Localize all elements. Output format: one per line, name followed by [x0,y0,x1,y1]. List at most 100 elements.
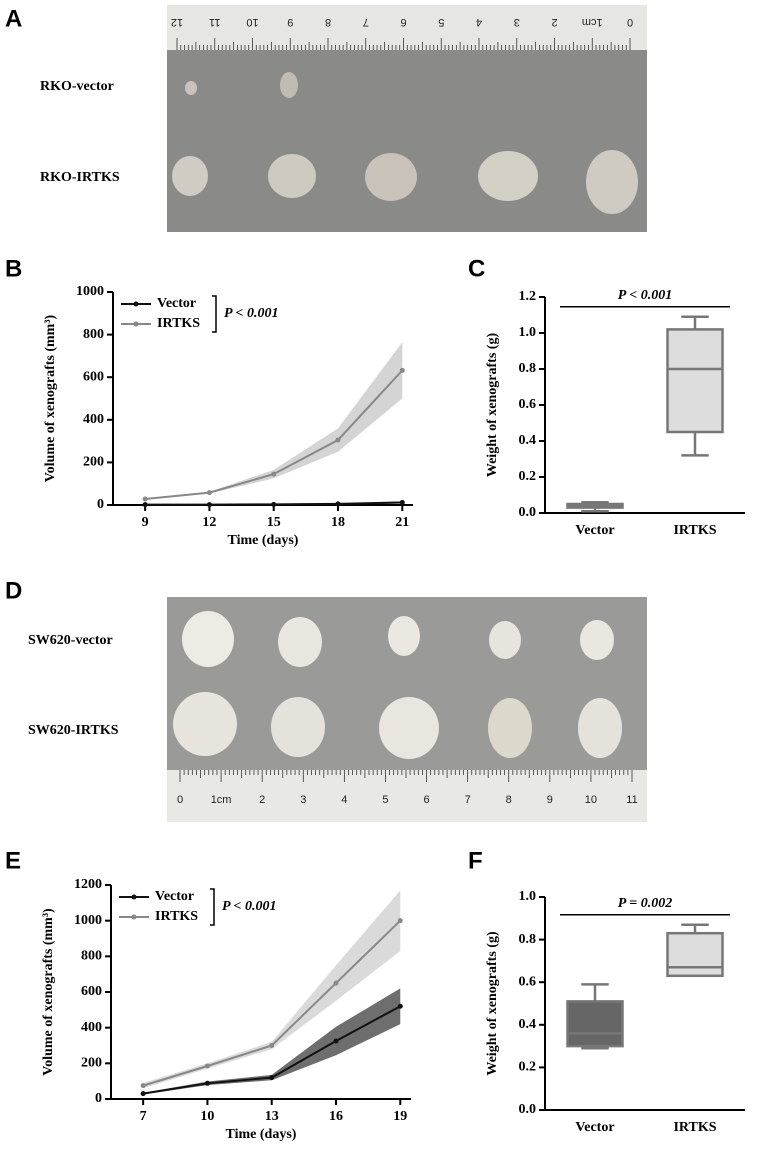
y-tick-label: 0 [97,497,104,512]
x-tick-label: Vector [575,523,614,538]
y-axis-label: Volume of xenografts (mm³) [41,908,56,1076]
ruler-label: 6 [400,16,406,28]
photo-d [167,597,647,822]
panel-label: E [5,847,21,874]
legend-label: Vector [155,889,194,904]
y-tick-label: 0.0 [519,1102,537,1117]
point [140,1091,146,1097]
y-tick-label: 0.8 [519,361,537,376]
ruler-label: 5 [438,16,444,28]
y-tick-label: 0.4 [519,433,537,448]
ruler-label: 4 [476,16,482,28]
ruler-label: 1cm [211,794,232,806]
tumor [365,153,417,201]
y-tick-label: 0.8 [519,932,537,947]
tumor [172,156,208,196]
bracket [210,888,215,926]
point [335,501,341,507]
tumor [488,698,532,758]
panel-label: D [5,577,22,604]
p-value: P = 0.002 [618,896,673,911]
point [397,1003,403,1009]
ruler-label: 4 [341,794,347,806]
p-value: P < 0.001 [224,306,279,321]
x-tick-label: 7 [140,1109,147,1124]
tumor [278,617,322,667]
y-tick-label: 0.2 [519,1060,537,1075]
ruler-label: 2 [259,794,265,806]
series-line [145,369,404,501]
point [399,367,405,373]
panel-label: F [468,847,483,874]
tumor [379,697,439,759]
y-tick-label: 1.2 [519,289,537,304]
y-tick-label: 0.4 [519,1017,537,1032]
ruler-label: 12 [171,16,183,28]
point [271,471,277,477]
ruler-label: 0 [177,794,183,806]
sample-label: RKO-IRTKS [40,170,120,185]
tumor [280,72,298,98]
y-tick-label: 1.0 [519,325,537,340]
y-tick-label: 800 [83,327,104,342]
error-band [145,342,403,500]
legend-point [131,914,137,920]
x-tick-label: Vector [575,1120,614,1135]
y-tick-label: 0.6 [519,397,537,412]
legend-label: IRTKS [157,316,200,331]
p-value: P < 0.001 [618,288,673,303]
tumor [586,150,638,214]
ruler-label: 0 [627,16,633,28]
tumor [182,611,234,667]
x-tick-label: IRTKS [673,523,716,538]
y-tick-label: 600 [81,984,102,999]
y-tick-label: 1000 [74,913,102,928]
y-tick-label: 0.6 [519,974,537,989]
legend-point [133,301,139,307]
ruler-label: 7 [465,794,471,806]
point [269,1043,275,1048]
ruler-label: 8 [325,16,331,28]
y-tick-label: 0.0 [519,505,537,520]
ruler-label: 11 [626,794,637,806]
panel-label: C [468,255,485,282]
y-tick-label: 200 [83,455,104,470]
y-axis-label: Weight of xenografts (g) [485,931,500,1076]
ruler-label: 5 [382,794,388,806]
box [566,1000,624,1048]
tumor [173,692,237,756]
point [269,1075,275,1081]
x-tick-label: 16 [329,1109,343,1124]
ruler [167,5,647,50]
point [333,1038,339,1044]
legend-label: IRTKS [155,909,198,924]
point [271,501,277,507]
photo-a [167,5,647,232]
tumor [185,81,197,95]
point [399,499,405,505]
tumor [388,616,420,656]
x-tick-label: 9 [142,515,149,530]
point [206,502,212,508]
sample-label: SW620-vector [28,633,113,648]
ruler-label: 3 [300,794,306,806]
y-tick-label: 1200 [74,877,102,892]
x-tick-label: 13 [265,1109,279,1124]
box [666,931,724,978]
y-tick-label: 1.0 [519,889,537,904]
x-axis-label: Time (days) [228,533,299,548]
bracket [212,295,217,333]
x-axis-label: Time (days) [226,1127,297,1142]
x-tick-label: 10 [200,1109,214,1124]
y-tick-label: 200 [81,1056,102,1071]
point [333,980,339,986]
ruler-label: 1cm [582,16,603,28]
legend-point [133,321,139,327]
ruler-label: 7 [363,16,369,28]
x-tick-label: 18 [331,515,345,530]
y-tick-label: 600 [83,369,104,384]
point [397,918,403,924]
ruler-label: 11 [209,16,220,28]
y-tick-label: 0.2 [519,469,537,484]
y-tick-label: 0 [95,1091,102,1106]
